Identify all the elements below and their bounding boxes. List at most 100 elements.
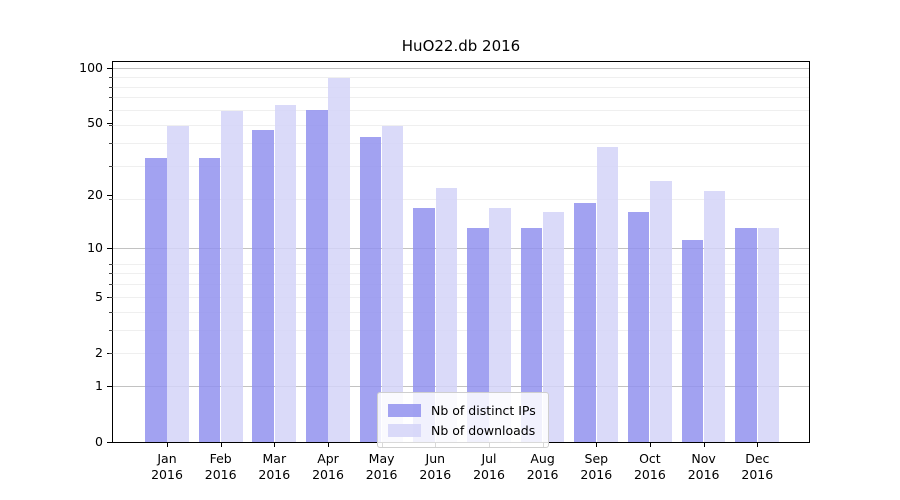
x-tick-month: Jun	[425, 451, 446, 466]
bar-aug-distinct-ips	[520, 227, 543, 442]
y-axis-tick-label: 1	[95, 377, 103, 393]
bar-layer	[113, 62, 809, 442]
legend-label: Nb of distinct IPs	[431, 402, 536, 418]
x-tick-year: 2016	[365, 467, 398, 482]
y-tick-mark	[107, 67, 113, 69]
gridline-minor	[113, 329, 809, 331]
gridline-major	[113, 67, 809, 69]
y-minor-tick-mark	[109, 77, 113, 78]
y-tick-mark	[107, 385, 113, 387]
x-tick-month: Aug	[530, 451, 555, 466]
gridline-minor	[113, 86, 809, 88]
x-axis-tick-label: Feb 2016	[189, 451, 253, 483]
gridline-minor	[113, 284, 809, 286]
y-minor-tick-mark	[109, 86, 113, 88]
y-axis-tick-label: 5	[95, 288, 103, 304]
gridline-minor	[113, 109, 809, 111]
y-axis-tick-label: 20	[87, 187, 103, 203]
bar-oct-downloads	[650, 180, 672, 442]
y-axis-tick-label: 2	[95, 344, 103, 360]
x-axis-tick-label: Jun 2016	[403, 451, 467, 483]
x-tick-month: Feb	[209, 451, 232, 466]
x-axis-tick-label: Apr 2016	[296, 451, 360, 483]
x-tick-year: 2016	[151, 467, 183, 482]
plot-area: 0 1 2 5 10 20 50 100 Jan 2016 Feb 2016 Mar 2016 Apr 201…	[79, 60, 810, 482]
bar-mar-downloads	[274, 104, 297, 442]
y-tick-mark	[107, 123, 113, 125]
legend-item: Nb of distinct IPs	[388, 400, 536, 420]
x-tick-year: 2016	[633, 467, 666, 482]
gridline-minor	[113, 97, 809, 99]
x-tick-year: 2016	[526, 467, 559, 482]
x-tick-month: Jan	[157, 451, 177, 466]
bar-feb-distinct-ips	[198, 158, 221, 442]
bar-feb-downloads	[221, 111, 243, 442]
x-axis-tick-label: Jul 2016	[457, 451, 521, 483]
x-axis-tick-label: Mar 2016	[242, 451, 306, 483]
x-axis-tick-label: Nov 2016	[672, 451, 736, 483]
x-tick-month: Dec	[745, 451, 770, 466]
x-tick-month: Nov	[691, 451, 716, 466]
bar-oct-distinct-ips	[627, 212, 650, 442]
x-tick-month: Jul	[481, 451, 497, 466]
gridline-major	[113, 385, 809, 387]
bar-sep-downloads	[596, 146, 619, 442]
bar-jan-distinct-ips	[145, 158, 167, 442]
y-tick-mark	[107, 195, 113, 197]
x-tick-mark	[167, 442, 168, 447]
y-minor-tick-mark	[109, 97, 113, 99]
bar-apr-distinct-ips	[306, 109, 328, 442]
bar-jun-downloads	[435, 187, 458, 442]
x-tick-year: 2016	[741, 467, 774, 482]
x-axis-tick-label: Dec 2016	[725, 451, 789, 483]
y-minor-tick-mark	[109, 263, 113, 265]
y-minor-tick-mark	[109, 142, 113, 144]
bar-dec-downloads	[757, 227, 780, 442]
gridline-minor	[113, 124, 809, 126]
y-minor-tick-mark	[109, 273, 113, 275]
grid-layer	[113, 62, 809, 442]
legend: Nb of distinct IPs Nb of downloads	[377, 392, 549, 448]
x-tick-month: Apr	[317, 451, 339, 466]
y-minor-tick-mark	[109, 109, 113, 111]
x-axis-tick-label: Oct 2016	[618, 451, 682, 483]
y-tick-mark	[107, 247, 113, 249]
gridline-minor	[113, 273, 809, 275]
x-tick-month: Mar	[262, 451, 287, 466]
bar-dec-distinct-ips	[735, 227, 757, 442]
chart-title: HuO22.db 2016	[401, 37, 521, 55]
bar-jul-distinct-ips	[467, 227, 489, 442]
axis-layer: 0 1 2 5 10 20 50 100 Jan 2016 Feb 2016 Mar 2016 Apr 201…	[79, 60, 809, 482]
bar-aug-downloads	[542, 212, 565, 442]
gridline-minor	[113, 142, 809, 144]
y-minor-tick-mark	[109, 311, 113, 313]
legend-swatch	[388, 423, 421, 437]
y-axis-tick-label: 50	[87, 115, 103, 131]
y-axis-tick-label: 0	[95, 434, 103, 449]
bar-nov-downloads	[703, 191, 726, 442]
bar-nov-distinct-ips	[681, 240, 704, 442]
x-tick-month: Oct	[639, 451, 661, 466]
y-minor-tick-mark	[109, 296, 113, 298]
bar-jul-downloads	[489, 207, 511, 442]
x-axis-tick-label: Jan 2016	[135, 451, 199, 483]
y-axis-tick-label: 10	[87, 239, 103, 255]
x-tick-year: 2016	[312, 467, 344, 482]
bar-jan-downloads	[167, 126, 189, 442]
legend-label: Nb of downloads	[431, 422, 536, 438]
x-tick-month: May	[368, 451, 395, 466]
y-minor-tick-mark	[109, 329, 113, 331]
x-tick-mark	[649, 442, 651, 447]
x-axis-tick-label: Aug 2016	[511, 451, 575, 483]
x-tick-mark	[596, 442, 598, 447]
x-tick-mark	[703, 442, 705, 447]
gridline-minor	[113, 296, 809, 298]
x-axis-tick-label: Sep 2016	[564, 451, 628, 483]
y-tick-mark	[107, 442, 113, 443]
y-minor-tick-mark	[109, 124, 113, 126]
gridline-major	[113, 247, 809, 249]
y-minor-tick-mark	[109, 166, 113, 168]
gridline-minor	[113, 352, 809, 354]
x-tick-year: 2016	[419, 467, 452, 482]
